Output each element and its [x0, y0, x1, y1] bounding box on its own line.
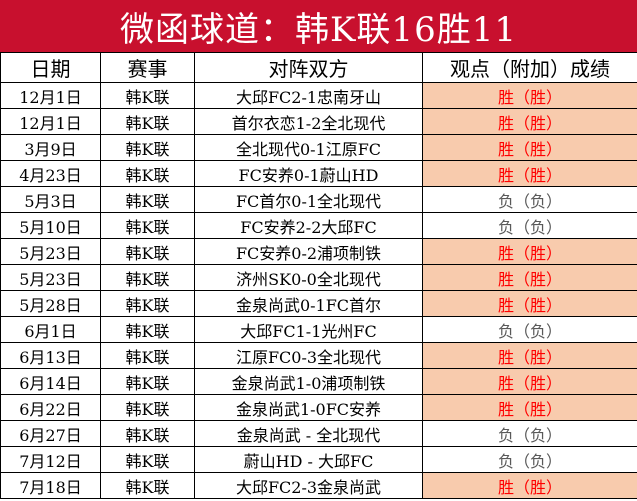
header-match: 对阵双方: [194, 52, 423, 83]
match-cell: 济州SK0-0全北现代: [194, 264, 423, 291]
match-cell: FC首尔0-1全北现代: [194, 186, 423, 213]
match-cell: 大邱FC2-1忠南牙山: [194, 82, 423, 109]
table-row: 5月23日 韩K联 FC安养0-2浦项制铁 胜（胜）: [0, 238, 637, 265]
match-cell: 大邱FC2-3金泉尚武: [194, 472, 423, 499]
league-cell: 韩K联: [100, 82, 195, 109]
table-row: 4月23日 韩K联 FC安养0-1蔚山HD 胜（胜）: [0, 160, 637, 187]
date-cell: 5月23日: [0, 264, 101, 291]
league-cell: 韩K联: [100, 212, 195, 239]
match-cell: 金泉尚武0-1FC首尔: [194, 290, 423, 317]
results-table: 日期 赛事 对阵双方 观点（附加）成绩 12月1日 韩K联 大邱FC2-1忠南牙山胜…: [0, 52, 637, 499]
sheet-title: 微函球道：韩K联16胜11: [0, 0, 637, 53]
result-cell: 胜（胜）: [422, 160, 637, 187]
date-cell: 12月1日: [0, 82, 101, 109]
league-cell: 韩K联: [100, 342, 195, 369]
result-cell: 胜（胜）: [422, 342, 637, 369]
date-cell: 6月22日: [0, 394, 101, 421]
league-cell: 韩K联: [100, 394, 195, 421]
league-cell: 韩K联: [100, 446, 195, 473]
header-league: 赛事: [100, 52, 195, 83]
result-cell: 胜（胜）: [422, 82, 637, 109]
league-cell: 韩K联: [100, 290, 195, 317]
match-cell: FC安养0-2浦项制铁: [194, 238, 423, 265]
result-cell: 胜（胜）: [422, 238, 637, 265]
match-cell: 金泉尚武 - 全北现代: [194, 420, 423, 447]
result-cell: 胜（胜）: [422, 394, 637, 421]
table-row: 3月9日 韩K联 全北现代0-1江原FC 胜（胜）: [0, 134, 637, 161]
league-cell: 韩K联: [100, 420, 195, 447]
result-cell: 负（负）: [422, 212, 637, 239]
match-cell: 大邱FC1-1光州FC: [194, 316, 423, 343]
match-cell: 首尔衣恋1-2全北现代: [194, 108, 423, 135]
table-row: 6月13日 韩K联 江原FC0-3全北现代 胜（胜）: [0, 342, 637, 369]
result-cell: 胜（胜）: [422, 290, 637, 317]
date-cell: 3月9日: [0, 134, 101, 161]
result-cell: 负（负）: [422, 316, 637, 343]
header-date: 日期: [0, 52, 101, 83]
league-cell: 韩K联: [100, 160, 195, 187]
date-cell: 12月1日: [0, 108, 101, 135]
table-row: 6月22日 韩K联 金泉尚武1-0FC安养 胜（胜）: [0, 394, 637, 421]
date-cell: 6月27日: [0, 420, 101, 447]
league-cell: 韩K联: [100, 316, 195, 343]
match-cell: 金泉尚武1-0FC安养: [194, 394, 423, 421]
date-cell: 6月1日: [0, 316, 101, 343]
date-cell: 5月10日: [0, 212, 101, 239]
table-row: 12月1日 韩K联 大邱FC2-1忠南牙山 胜（胜）: [0, 82, 637, 109]
match-cell: FC安养0-1蔚山HD: [194, 160, 423, 187]
league-cell: 韩K联: [100, 108, 195, 135]
league-cell: 韩K联: [100, 368, 195, 395]
league-cell: 韩K联: [100, 264, 195, 291]
table-row: 5月23日 韩K联 济州SK0-0全北现代 胜（胜）: [0, 264, 637, 291]
match-cell: FC安养2-2大邱FC: [194, 212, 423, 239]
result-cell: 负（负）: [422, 186, 637, 213]
result-cell: 胜（胜）: [422, 368, 637, 395]
match-cell: 蔚山HD - 大邱FC: [194, 446, 423, 473]
result-cell: 胜（胜）: [422, 134, 637, 161]
table-row: 5月3日 韩K联 FC首尔0-1全北现代 负（负）: [0, 186, 637, 213]
date-cell: 5月23日: [0, 238, 101, 265]
match-cell: 江原FC0-3全北现代: [194, 342, 423, 369]
result-cell: 胜（胜）: [422, 472, 637, 499]
date-cell: 7月18日: [0, 472, 101, 499]
match-cell: 金泉尚武1-0浦项制铁: [194, 368, 423, 395]
date-cell: 5月3日: [0, 186, 101, 213]
table-row: 5月10日 韩K联 FC安养2-2大邱FC 负（负）: [0, 212, 637, 239]
league-cell: 韩K联: [100, 186, 195, 213]
table-row: 5月28日 韩K联 金泉尚武0-1FC首尔 胜（胜）: [0, 290, 637, 317]
date-cell: 6月14日: [0, 368, 101, 395]
result-cell: 胜（胜）: [422, 108, 637, 135]
header-row: 日期 赛事 对阵双方 观点（附加）成绩: [0, 52, 637, 83]
header-result: 观点（附加）成绩: [422, 52, 637, 83]
league-cell: 韩K联: [100, 472, 195, 499]
date-cell: 4月23日: [0, 160, 101, 187]
result-cell: 胜（胜）: [422, 264, 637, 291]
league-cell: 韩K联: [100, 134, 195, 161]
table-row: 7月18日 韩K联 大邱FC2-3金泉尚武 胜（胜）: [0, 472, 637, 499]
date-cell: 6月13日: [0, 342, 101, 369]
result-cell: 负（负）: [422, 446, 637, 473]
result-cell: 负（负）: [422, 420, 637, 447]
match-cell: 全北现代0-1江原FC: [194, 134, 423, 161]
league-cell: 韩K联: [100, 238, 195, 265]
date-cell: 7月12日: [0, 446, 101, 473]
table-row: 6月14日 韩K联 金泉尚武1-0浦项制铁 胜（胜）: [0, 368, 637, 395]
table-row: 12月1日 韩K联 首尔衣恋1-2全北现代 胜（胜）: [0, 108, 637, 135]
table-row: 6月27日 韩K联 金泉尚武 - 全北现代 负（负）: [0, 420, 637, 447]
table-row: 7月12日 韩K联 蔚山HD - 大邱FC 负（负）: [0, 446, 637, 473]
table-row: 6月1日 韩K联 大邱FC1-1光州FC 负（负）: [0, 316, 637, 343]
date-cell: 5月28日: [0, 290, 101, 317]
